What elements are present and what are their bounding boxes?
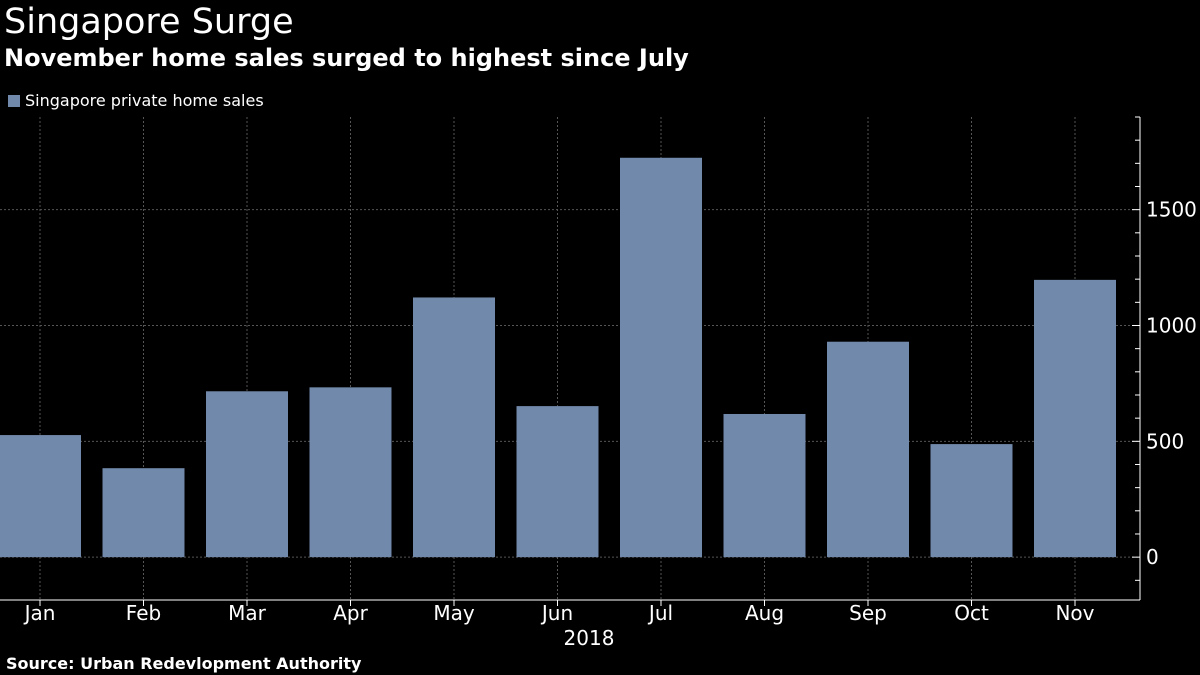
bar-aug	[723, 413, 806, 558]
y-tick-label: 0	[1146, 545, 1159, 569]
x-tick-label-may: May	[433, 601, 475, 625]
y-tick-label: 500	[1146, 429, 1184, 453]
bar-sep	[827, 341, 909, 558]
y-tick-label: 1500	[1146, 198, 1197, 222]
bar-jan	[0, 435, 81, 558]
x-tick-label-jul: Jul	[647, 601, 673, 625]
x-axis-title: 2018	[564, 626, 615, 650]
legend-swatch	[8, 94, 20, 107]
bar-may	[413, 297, 495, 558]
bar-nov	[1034, 279, 1116, 558]
chart-title: Singapore Surge	[4, 2, 294, 42]
bars	[0, 157, 1116, 558]
x-tick-label-jan: Jan	[23, 601, 56, 625]
x-tick-label-aug: Aug	[745, 601, 784, 625]
x-tick-label-sep: Sep	[849, 601, 887, 625]
source-note: Source: Urban Redevlopment Authority	[6, 654, 362, 673]
y-tick-label: 1000	[1146, 313, 1197, 337]
bar-apr	[309, 387, 392, 558]
legend-label: Singapore private home sales	[25, 91, 264, 110]
chart-subtitle: November home sales surged to highest si…	[4, 44, 689, 72]
bar-mar	[206, 391, 288, 558]
legend: Singapore private home sales	[8, 91, 264, 110]
x-tick-label-apr: Apr	[333, 601, 368, 625]
x-tick-label-nov: Nov	[1055, 601, 1094, 625]
x-tick-label-oct: Oct	[954, 601, 989, 625]
bar-feb	[102, 468, 185, 558]
bar-jul	[620, 157, 702, 558]
x-tick-label-jun: Jun	[540, 601, 573, 625]
x-tick-label-feb: Feb	[126, 601, 161, 625]
x-tick-label-mar: Mar	[228, 601, 267, 625]
axes: 0 500 1000 1500 Jan Feb Mar Apr May Jun Jul Aug Sep O…	[0, 116, 1197, 625]
bar-oct	[930, 444, 1013, 558]
bar-jun	[516, 406, 599, 558]
